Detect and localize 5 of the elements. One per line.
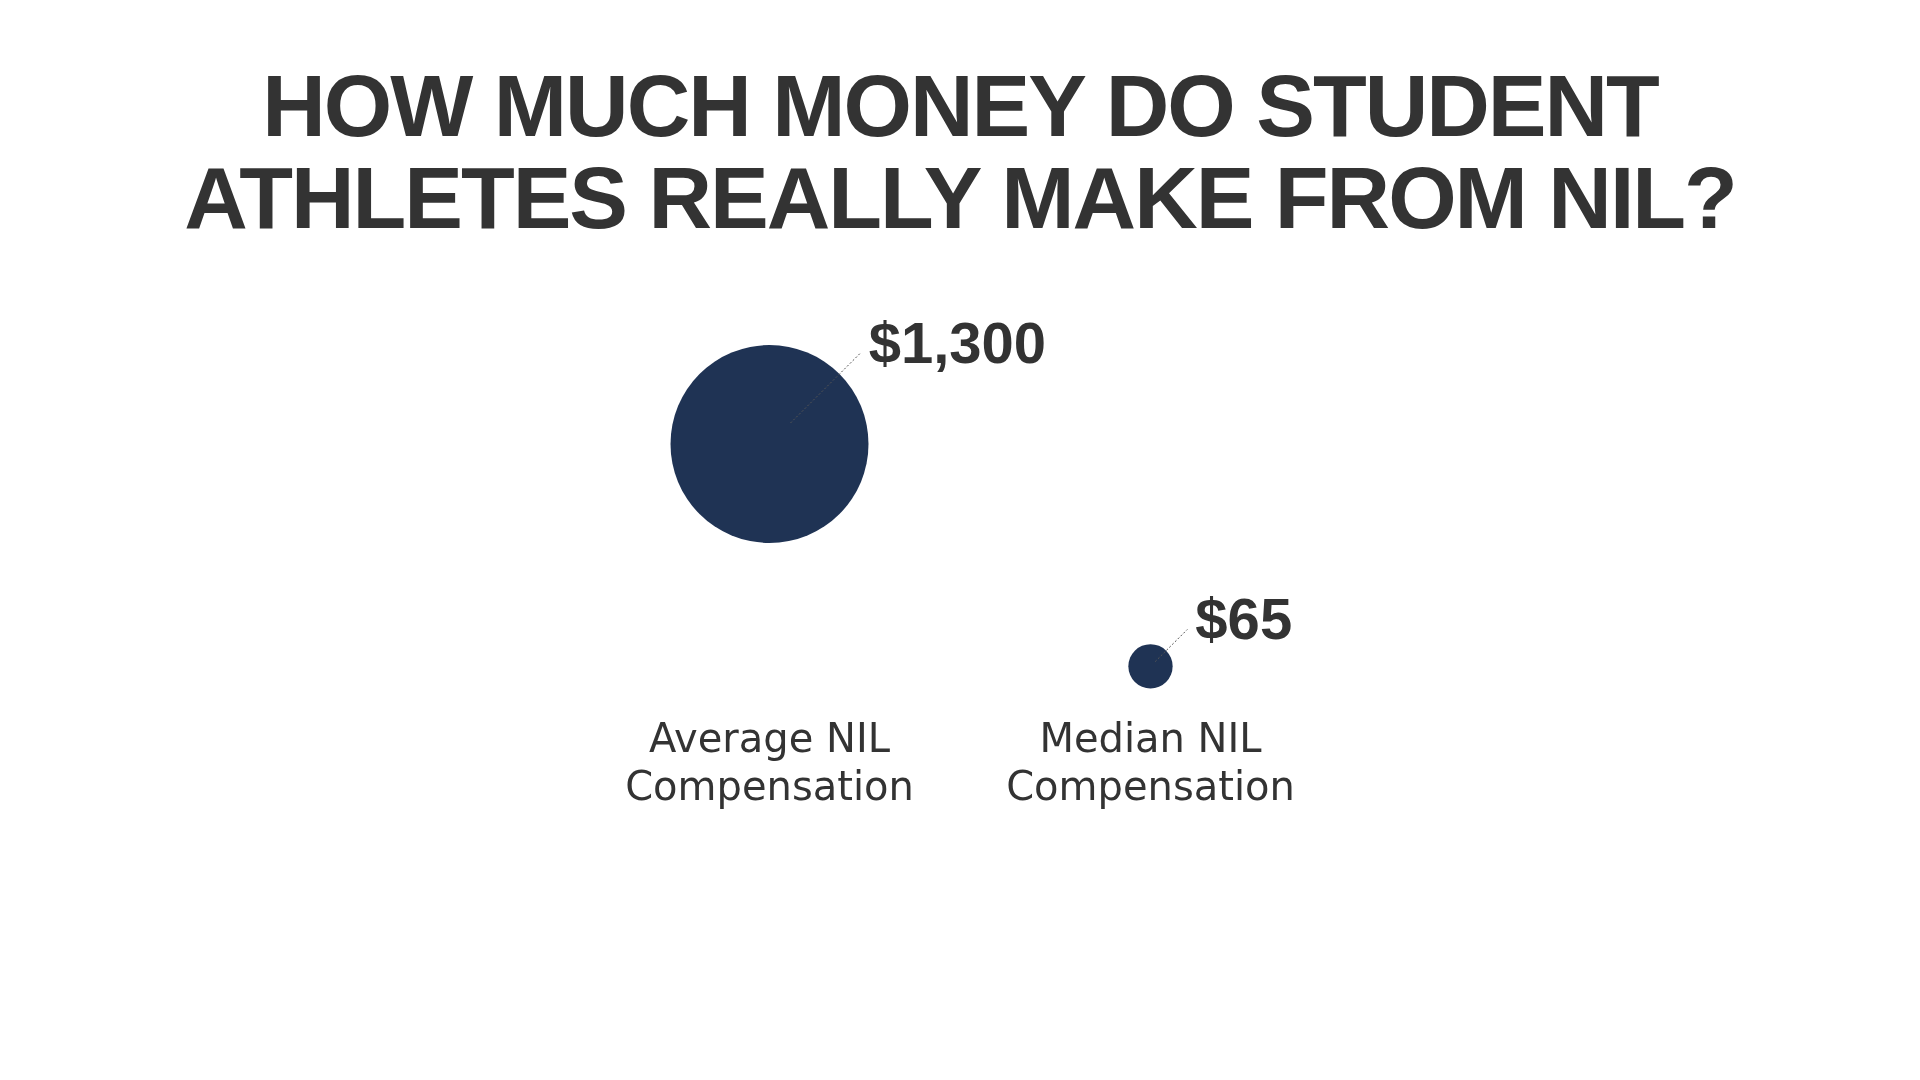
x-tick-label: Median NIL Compensation (1006, 715, 1295, 810)
data-label: $65 (1195, 586, 1293, 652)
x-tick-label: Average NIL Compensation (625, 715, 914, 810)
chart-title: HOW MUCH MONEY DO STUDENT ATHLETES REALLY MAKE FROM NIL? (183, 56, 1737, 247)
data-label: $1,300 (868, 309, 1047, 375)
